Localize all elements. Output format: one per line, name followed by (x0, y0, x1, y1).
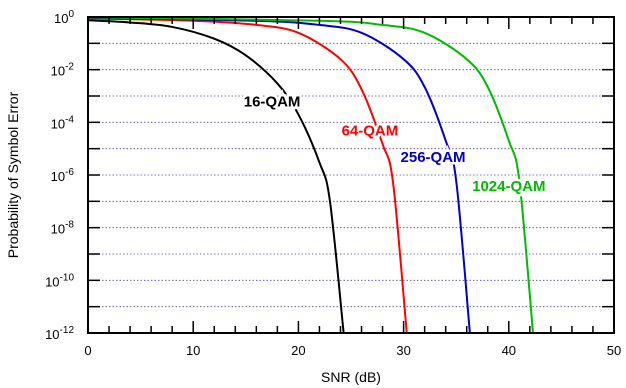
y-tick-label: 10-10 (45, 272, 74, 289)
y-tick-label: 10-2 (51, 62, 75, 79)
series-label: 16-QAM (244, 94, 301, 111)
x-tick-label: 40 (502, 343, 516, 358)
x-tick-label: 30 (396, 343, 410, 358)
x-tick-label: 50 (607, 343, 621, 358)
series-line (87, 16, 534, 334)
series-line (87, 17, 408, 334)
y-tick-label: 10-12 (45, 325, 74, 342)
y-tick-label: 100 (54, 9, 74, 26)
tick-labels: 0 10 20 30 40 50 100 10-2 10-4 10-6 10-8 10-10 10-12 (45, 9, 621, 358)
x-axis-title: SNR (dB) (321, 369, 381, 385)
series-label: 64-QAM (342, 123, 399, 140)
y-tick-label: 10-8 (51, 220, 75, 237)
series-label: 256-QAM (401, 149, 466, 166)
y-axis-title: Probability of Symbol Error (5, 91, 21, 258)
x-tick-label: 10 (186, 343, 200, 358)
y-tick-label: 10-6 (51, 167, 75, 184)
series-label: 1024-QAM (472, 178, 545, 195)
plot-frame (87, 16, 615, 334)
y-tick-label: 10-4 (51, 114, 75, 131)
series-line (87, 19, 345, 334)
x-tick-label: 20 (291, 343, 305, 358)
x-tick-label: 0 (84, 343, 91, 358)
